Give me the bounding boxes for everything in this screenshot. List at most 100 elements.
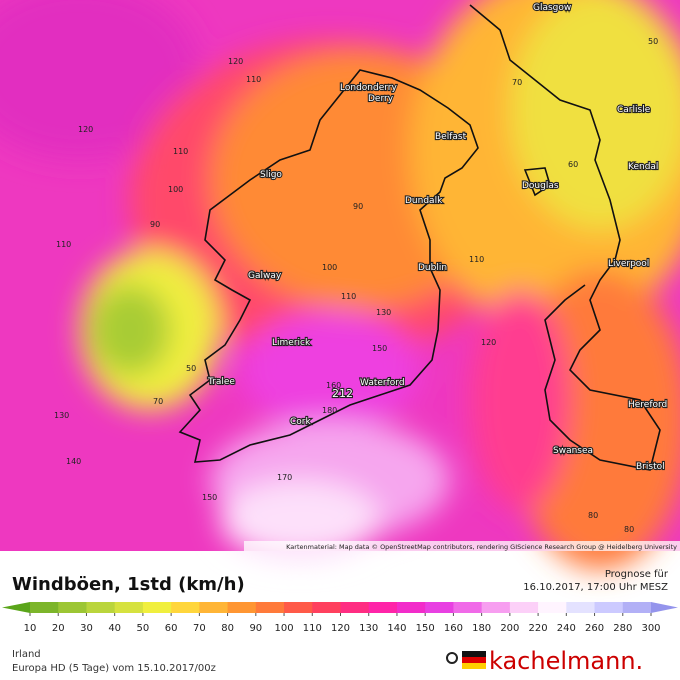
city-label: Sligo bbox=[260, 170, 282, 180]
tick-label: 280 bbox=[613, 623, 632, 634]
tick-label: 300 bbox=[641, 623, 660, 634]
city-label: Douglas bbox=[522, 181, 559, 191]
city-label: Cork bbox=[290, 417, 311, 427]
city-label: Belfast bbox=[435, 132, 467, 142]
wind-value: 90 bbox=[150, 220, 160, 229]
wind-values: 120 110 120 110 100 90 110 50 70 130 140… bbox=[54, 37, 658, 534]
tick-label: 10 bbox=[24, 623, 37, 634]
city-label: Hereford bbox=[628, 400, 667, 410]
tick-label: 110 bbox=[303, 623, 322, 634]
colorbar-segment bbox=[255, 602, 285, 613]
wind-value: 160 bbox=[326, 381, 341, 390]
wind-value: 90 bbox=[353, 202, 363, 211]
tick-label: 150 bbox=[416, 623, 435, 634]
tick-label: 130 bbox=[359, 623, 378, 634]
wind-value: 110 bbox=[173, 147, 188, 156]
wind-value: 70 bbox=[153, 397, 163, 406]
city-label: Derry bbox=[368, 94, 394, 104]
city-label: Carlisle bbox=[617, 105, 651, 115]
legend: 10 20 30 40 50 60 70 80 90 100 110 120 130 140 150 160 1… bbox=[2, 602, 678, 634]
wind-value: 80 bbox=[624, 525, 634, 534]
colorbar-segment bbox=[396, 602, 426, 613]
colorbar-segment bbox=[425, 602, 454, 613]
colorbar-segment bbox=[340, 602, 370, 613]
tick-label: 50 bbox=[137, 623, 150, 634]
colorbar-segment bbox=[199, 602, 229, 613]
tick-label: 80 bbox=[221, 623, 234, 634]
wind-value: 150 bbox=[372, 344, 387, 353]
wind-value: 170 bbox=[277, 473, 292, 482]
colorbar-segment bbox=[368, 602, 398, 613]
wind-value: 50 bbox=[186, 364, 196, 373]
wind-value: 110 bbox=[469, 255, 484, 264]
region: Irland bbox=[12, 649, 41, 660]
wind-value: 212 bbox=[332, 387, 353, 400]
wind-value: 60 bbox=[568, 160, 578, 169]
tick-label: 200 bbox=[500, 623, 519, 634]
map: Glasgow Londonderry Derry Belfast Sligo … bbox=[0, 0, 680, 570]
wind-value: 70 bbox=[512, 78, 522, 87]
wind-value: 140 bbox=[66, 457, 81, 466]
tick-label: 20 bbox=[52, 623, 65, 634]
colorbar-segment bbox=[622, 602, 652, 613]
city-label: Waterford bbox=[360, 378, 405, 388]
wind-value: 100 bbox=[322, 263, 337, 272]
tick-label: 140 bbox=[387, 623, 406, 634]
tick-label: 240 bbox=[557, 623, 576, 634]
wind-value: 130 bbox=[54, 411, 69, 420]
colorbar-segment bbox=[227, 602, 257, 613]
wind-value: 100 bbox=[168, 185, 183, 194]
city-label: Liverpool bbox=[608, 259, 649, 269]
city-label: Londonderry bbox=[340, 83, 397, 93]
colorbar-arrow bbox=[2, 602, 30, 613]
wind-value: 120 bbox=[481, 338, 496, 347]
city-label: Bristol bbox=[636, 462, 665, 472]
colorbar-segment bbox=[509, 602, 539, 613]
city-label: Galway bbox=[248, 271, 282, 281]
colorbar-segment bbox=[594, 602, 624, 613]
brand: kachelmann. bbox=[489, 647, 643, 675]
colorbar-segment bbox=[481, 602, 511, 613]
tick-label: 100 bbox=[274, 623, 293, 634]
colorbar-segment bbox=[453, 602, 483, 613]
colorbar-segment bbox=[86, 602, 116, 613]
wind-value: 110 bbox=[246, 75, 261, 84]
wind-value: 50 bbox=[648, 37, 658, 46]
wind-value: 110 bbox=[56, 240, 71, 249]
coastline bbox=[178, 4, 661, 471]
colorbar-segment bbox=[142, 602, 172, 613]
tick-label: 70 bbox=[193, 623, 206, 634]
forecast-time: 16.10.2017, 17:00 Uhr MESZ bbox=[523, 582, 668, 593]
colorbar-segment bbox=[312, 602, 341, 613]
attribution: Kartenmaterial: Map data © OpenStreetMap… bbox=[286, 543, 677, 551]
wind-value: 80 bbox=[588, 511, 598, 520]
city-label: Tralee bbox=[207, 377, 235, 387]
city-label: Swansea bbox=[553, 446, 593, 456]
title: Windböen, 1std (km/h) bbox=[12, 574, 245, 595]
tick-label: 120 bbox=[331, 623, 350, 634]
tick-label: 60 bbox=[165, 623, 178, 634]
wind-value: 120 bbox=[78, 125, 93, 134]
city-label: Dundalk bbox=[405, 196, 443, 206]
colorbar-segment bbox=[58, 602, 87, 613]
colorbar-arrow bbox=[651, 602, 678, 613]
city-labels: Glasgow Londonderry Derry Belfast Sligo … bbox=[206, 2, 668, 473]
city-label: Dublin bbox=[418, 263, 447, 273]
colorbar-segment bbox=[114, 602, 144, 613]
tick-label: 30 bbox=[80, 623, 93, 634]
model: Europa HD (5 Tage) vom 15.10.2017/00z bbox=[12, 663, 216, 674]
city-label: Glasgow bbox=[533, 3, 571, 13]
colorbar-segment bbox=[284, 602, 313, 613]
tick-label: 160 bbox=[444, 623, 463, 634]
colorbar-segment bbox=[538, 602, 567, 613]
wind-value: 110 bbox=[341, 292, 356, 301]
colorbar-segment bbox=[171, 602, 200, 613]
tick-label: 180 bbox=[472, 623, 491, 634]
tick-label: 90 bbox=[249, 623, 262, 634]
city-label: Kendal bbox=[628, 162, 658, 172]
colorbar-segment bbox=[566, 602, 596, 613]
wind-value: 130 bbox=[376, 308, 391, 317]
tick-label: 40 bbox=[108, 623, 121, 634]
forecast-label: Prognose für bbox=[605, 569, 669, 580]
